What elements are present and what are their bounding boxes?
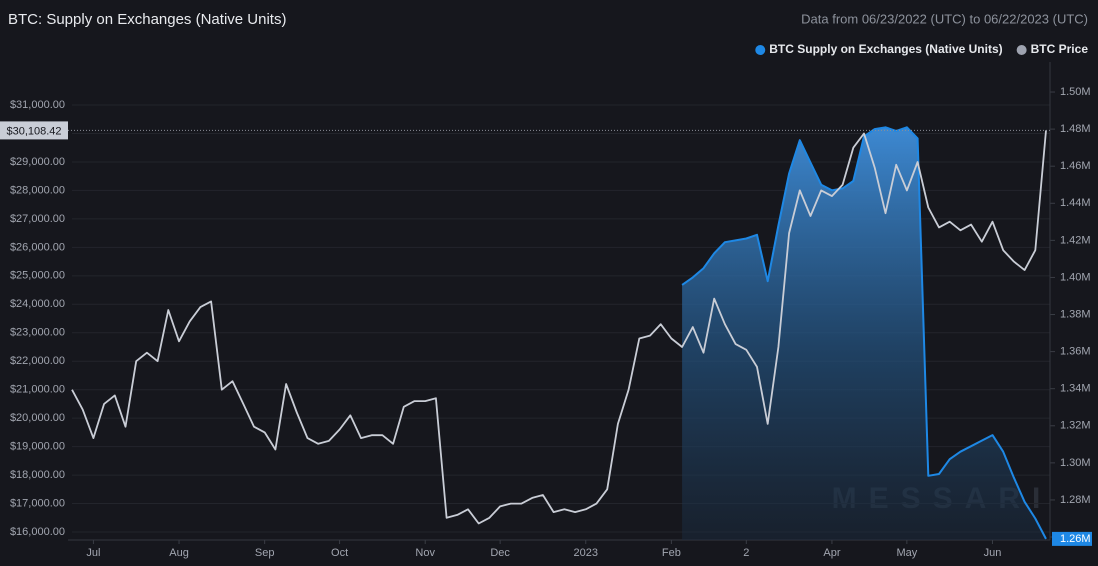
y-tick-label: $22,000.00 [10,355,65,367]
legend-label: BTC Supply on Exchanges (Native Units) [769,42,1002,56]
x-tick-label: Feb [662,547,681,559]
y-tick-label: $19,000.00 [10,441,65,453]
y2-tick-label: 1.34M [1060,383,1091,395]
y-tick-label: $29,000.00 [10,156,65,168]
y-tick-label: $21,000.00 [10,384,65,396]
x-tick-label: 2 [743,547,749,559]
y-tick-label: $20,000.00 [10,412,65,424]
y-tick-label: $26,000.00 [10,241,65,253]
current-value-box [1052,531,1092,546]
x-tick-label: Jul [86,547,100,559]
y2-tick-label: 1.48M [1060,123,1091,135]
x-tick-label: Apr [823,547,840,559]
y2-tick-label: 1.40M [1060,271,1091,283]
y2-tick-label-highlight: 1.26M [1060,533,1091,545]
y-tick-label: $25,000.00 [10,270,65,282]
x-tick-label: Nov [415,547,435,559]
y-tick-label: $24,000.00 [10,298,65,310]
y-tick-label: $23,000.00 [10,327,65,339]
current-value-label: $30,108.42 [6,125,61,137]
y-tick-label: $28,000.00 [10,184,65,196]
y-tick-label: $16,000.00 [10,526,65,538]
y2-tick-label: 1.38M [1060,308,1091,320]
x-tick-label: May [896,547,917,559]
y2-tick-label: 1.44M [1060,197,1091,209]
legend-marker [755,45,766,55]
y-tick-label: $27,000.00 [10,213,65,225]
y-tick-label: $17,000.00 [10,497,65,509]
x-tick-label: 2023 [574,547,598,559]
x-tick-label: Aug [169,547,189,559]
chart-subtitle: Data from 06/23/2022 (UTC) to 06/22/2023… [801,11,1088,26]
area [682,127,1046,541]
x-tick-label: Dec [490,547,510,559]
y2-tick-label: 1.42M [1060,234,1091,246]
chart-title: BTC: Supply on Exchanges (Native Units) [8,11,286,28]
line [71,130,1047,525]
y2-tick-label: 1.28M [1060,494,1091,506]
y-tick-label: $18,000.00 [10,469,65,481]
legend-marker [1016,45,1027,55]
x-tick-label: Jun [984,547,1002,559]
y2-tick-label: 1.32M [1060,420,1091,432]
y2-tick-label: 1.30M [1060,457,1091,469]
y2-tick-label: 1.46M [1060,160,1091,172]
legend-label: BTC Price [1031,42,1089,56]
y2-tick-label: 1.36M [1060,346,1091,358]
x-tick-label: Sep [255,547,275,559]
y2-tick-label: 1.50M [1060,86,1091,98]
y-tick-label: $31,000.00 [10,99,65,111]
current-value-box [0,121,68,140]
x-tick-label: Oct [331,547,348,559]
